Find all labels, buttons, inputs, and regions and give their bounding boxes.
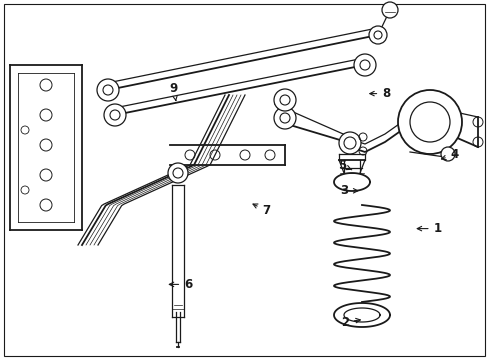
Circle shape	[440, 147, 454, 161]
Circle shape	[338, 132, 360, 154]
Text: 4: 4	[441, 148, 458, 161]
Text: 2: 2	[340, 316, 360, 329]
Text: 8: 8	[369, 87, 389, 100]
Circle shape	[368, 26, 386, 44]
Text: 3: 3	[340, 184, 357, 197]
Circle shape	[353, 54, 375, 76]
Circle shape	[168, 163, 187, 183]
Circle shape	[381, 2, 397, 18]
Text: 1: 1	[416, 222, 441, 235]
Text: 6: 6	[169, 278, 192, 291]
Text: 7: 7	[252, 204, 270, 217]
Text: 5: 5	[338, 159, 351, 172]
Text: 9: 9	[169, 82, 177, 100]
Circle shape	[104, 104, 126, 126]
Circle shape	[397, 90, 461, 154]
Circle shape	[273, 107, 295, 129]
Circle shape	[273, 89, 295, 111]
Circle shape	[97, 79, 119, 101]
